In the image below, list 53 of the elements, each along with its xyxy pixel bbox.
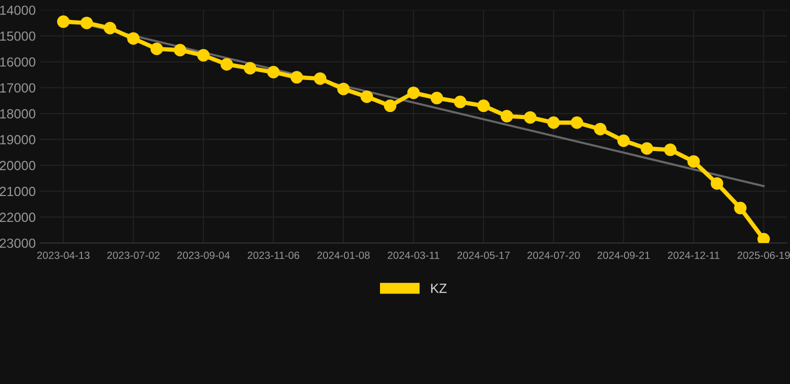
point [220,58,233,71]
y-tick-label: 21000 [0,186,36,196]
point [314,72,326,85]
x-tick-label: 2024-07-20 [527,252,580,259]
point [337,82,350,96]
point [360,90,374,103]
point [57,15,70,28]
point [197,49,210,62]
point [384,100,396,112]
point [640,142,654,155]
point [617,134,630,147]
x-tick-label: 2024-01-08 [317,252,370,259]
x-tick-label: 2024-05-17 [457,252,510,259]
point [454,96,466,108]
point [710,177,724,190]
point [407,86,420,100]
y-tick-label: 20000 [0,160,36,170]
point [477,100,490,112]
point [500,110,514,122]
x-tick-label: 2023-11-06 [248,252,300,259]
point [104,22,116,34]
y-tick-label: 16000 [0,57,36,67]
y-tick-label: 15000 [0,31,36,41]
point [150,42,163,56]
point [687,155,700,168]
y-tick-label: 17000 [0,83,36,93]
y-tick-label: 19000 [0,135,36,144]
x-tick-label: 2023-07-02 [107,252,160,259]
x-tick-label: 2024-09-21 [597,252,650,259]
y-tick-label: 18000 [0,109,36,118]
legend-label: KZ [431,284,447,293]
y-tick-label: 23000 [0,238,36,248]
point [244,62,256,74]
x-tick-label: 2024-12-11 [668,252,720,259]
point [524,111,536,124]
x-tick-label: 2025-06-19 [738,252,790,259]
point [290,71,304,84]
x-tick-label: 2023-04-13 [37,252,90,259]
point [430,92,444,104]
point [594,122,606,136]
point [127,32,140,45]
x-tick-label: 2023-09-04 [177,252,230,259]
point [734,202,747,214]
point [547,116,560,129]
point [267,66,280,78]
y-tick-label: 14000 [0,6,36,15]
point [174,44,186,56]
x-tick-label: 2024-03-11 [388,252,440,259]
point [570,116,584,129]
point [757,232,770,243]
y-tick-label: 22000 [0,212,36,222]
point [664,144,677,156]
point [80,16,93,30]
